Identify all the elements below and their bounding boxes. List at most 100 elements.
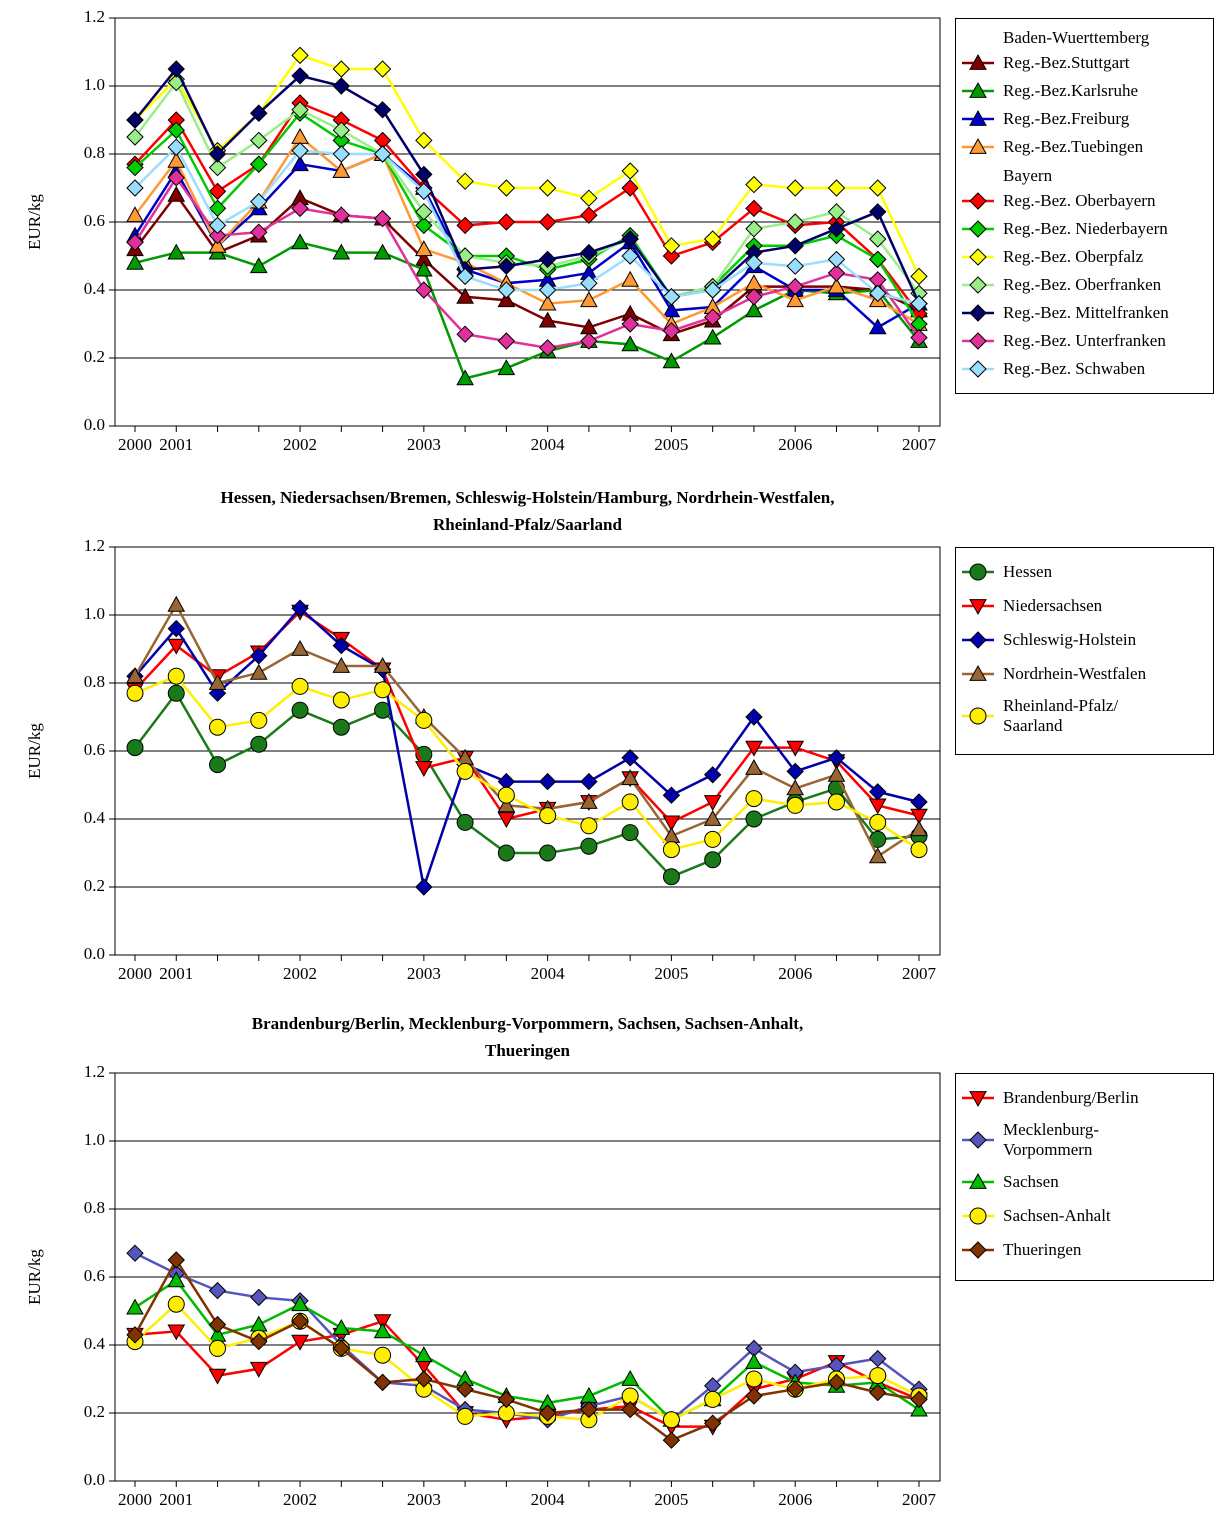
x-tick-label: 2006 <box>778 964 812 983</box>
data-point <box>291 701 309 719</box>
y-tick-label: 0.4 <box>84 1334 106 1353</box>
data-point <box>910 820 928 837</box>
data-point <box>456 287 474 304</box>
x-tick-label: 2001 <box>159 964 193 983</box>
legend-swatch <box>962 276 994 294</box>
data-point <box>167 169 185 187</box>
data-point <box>621 230 639 248</box>
data-point <box>786 257 804 275</box>
data-point <box>208 199 227 218</box>
data-point <box>208 236 227 253</box>
legend-entry: Hessen <box>956 560 1213 584</box>
data-point <box>126 253 144 270</box>
legend-swatch <box>962 137 994 154</box>
data-point <box>703 230 722 248</box>
data-point <box>332 1318 351 1335</box>
data-point <box>827 220 846 238</box>
data-point <box>415 203 433 221</box>
data-point <box>126 128 144 146</box>
legend-label: Reg.-Bez.Karlsruhe <box>1003 81 1139 100</box>
data-point <box>373 1314 392 1331</box>
y-tick-label: 0.4 <box>84 279 106 298</box>
data-point <box>662 322 681 340</box>
data-point <box>332 161 351 178</box>
legend-label: Hessen <box>1003 562 1053 581</box>
data-point <box>745 758 763 775</box>
data-point <box>373 656 392 673</box>
data-point <box>456 172 474 190</box>
legend-entry: Brandenburg/Berlin <box>956 1086 1213 1110</box>
legend-entry: Reg.-Bez. Schwaben <box>956 357 1213 381</box>
data-point <box>373 101 392 119</box>
data-point <box>126 206 144 223</box>
legend-swatch <box>962 1131 994 1149</box>
data-point <box>497 812 516 829</box>
legend-entry: Reg.-Bez.Stuttgart <box>956 51 1213 75</box>
data-point <box>662 1431 681 1449</box>
data-point <box>827 250 846 269</box>
legend-entry: Reg.-Bez. Mittelfranken <box>956 301 1213 325</box>
data-point <box>580 206 598 224</box>
y-tick-label: 0.2 <box>84 347 105 366</box>
data-point <box>209 1339 227 1357</box>
data-point <box>868 318 887 335</box>
data-point <box>291 155 309 172</box>
data-point <box>703 809 722 826</box>
data-point <box>745 220 763 238</box>
data-point <box>580 1400 598 1419</box>
series <box>126 667 928 859</box>
data-point <box>704 1390 722 1408</box>
y-axis-label: EUR/kg <box>25 194 44 250</box>
plot-border <box>114 546 941 956</box>
data-point <box>703 795 722 812</box>
data-point <box>869 783 887 801</box>
data-point <box>126 1298 144 1315</box>
y-tick-label: 0.6 <box>84 740 105 759</box>
data-point <box>621 769 640 786</box>
data-point <box>538 213 557 231</box>
data-point <box>250 223 268 241</box>
data-point <box>332 145 351 163</box>
data-point <box>167 243 186 260</box>
legend-entry: Reg.-Bez. Unterfranken <box>956 329 1213 353</box>
data-point <box>910 793 928 811</box>
data-point <box>703 1414 722 1432</box>
data-point <box>332 656 351 673</box>
data-point <box>126 1326 144 1344</box>
legend-swatch <box>962 631 994 649</box>
legend-entry: Thueringen <box>956 1238 1213 1262</box>
data-point <box>374 681 392 699</box>
legend-marker <box>969 1091 987 1108</box>
data-point <box>621 335 640 352</box>
legend-swatch <box>962 360 994 378</box>
series <box>126 595 928 864</box>
data-point <box>580 817 598 835</box>
data-point <box>662 786 681 804</box>
legend-label: Sachsen-Anhalt <box>1003 1206 1111 1225</box>
data-point <box>745 1387 763 1405</box>
x-tick-label: 2003 <box>407 435 441 454</box>
data-point <box>456 216 474 235</box>
y-tick-label: 1.2 <box>84 7 105 26</box>
data-point <box>580 772 598 791</box>
data-point <box>250 1288 268 1307</box>
legend-label: Brandenburg/Berlin <box>1003 1088 1139 1107</box>
plot-border <box>114 17 941 427</box>
data-point <box>497 844 515 862</box>
legend-swatch <box>962 563 994 581</box>
data-point <box>703 281 722 299</box>
legend-marker <box>969 563 987 581</box>
data-point <box>291 1334 309 1351</box>
data-point <box>415 216 433 235</box>
legend-group-title: Baden-Wuerttemberg <box>1003 28 1150 47</box>
legend-entry: Reg.-Bez. Niederbayern <box>956 217 1213 241</box>
data-point <box>910 267 928 286</box>
data-point <box>827 203 846 221</box>
data-point <box>538 311 557 328</box>
data-point <box>291 141 309 160</box>
legend-marker <box>969 664 987 681</box>
data-point <box>167 1251 185 1269</box>
data-point <box>910 1390 928 1409</box>
